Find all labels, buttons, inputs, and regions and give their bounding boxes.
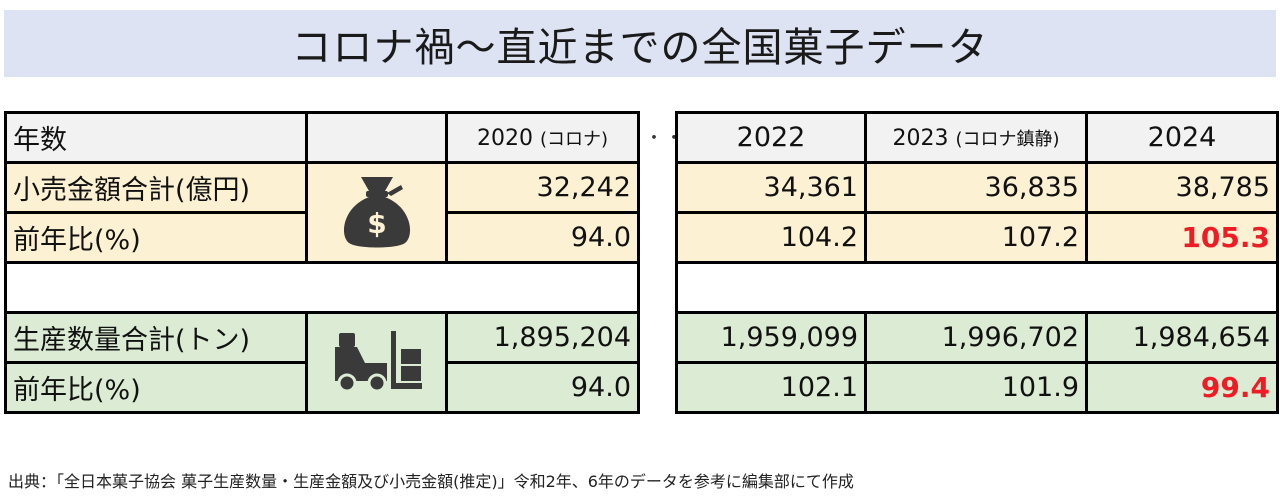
header-icon-column bbox=[305, 111, 448, 164]
volume-yoy-2023: 101.9 bbox=[864, 361, 1088, 414]
volume-yoy-row: 前年比(%) 94.0 bbox=[4, 361, 640, 414]
volume-yoy-row: 102.1 101.9 99.4 bbox=[675, 361, 1279, 414]
spacer-row bbox=[675, 261, 1279, 314]
volume-total-row: 生産数量合計(トン) 1,895,204 bbox=[4, 311, 640, 414]
sales-yoy-2024: 105.3 bbox=[1085, 211, 1279, 264]
sales-total-2020: 32,242 bbox=[445, 161, 640, 214]
header-row: 2022 2023 (コロナ鎮静) 2024 bbox=[675, 111, 1279, 164]
volume-total-label: 生産数量合計(トン) bbox=[4, 311, 308, 364]
volume-yoy-2020: 94.0 bbox=[445, 361, 640, 414]
forklift-icon-cell bbox=[305, 311, 448, 414]
header-year-2024: 2024 bbox=[1085, 111, 1279, 164]
sales-total-label: 小売金額合計(億円) bbox=[4, 161, 308, 214]
volume-total-2023: 1,996,702 bbox=[864, 311, 1088, 364]
money-bag-icon: $ bbox=[343, 176, 410, 247]
money-bag-icon-cell: $ bbox=[305, 161, 448, 264]
sales-yoy-row: 104.2 107.2 105.3 bbox=[675, 211, 1279, 264]
sales-yoy-2020: 94.0 bbox=[445, 211, 640, 264]
left-data-table: 年数 2020 (コロナ) 小売金額合計(億円) $ 32,242 前年比(%)… bbox=[4, 111, 640, 414]
sales-total-2023: 36,835 bbox=[864, 161, 1088, 214]
sales-yoy-label: 前年比(%) bbox=[4, 211, 308, 264]
sales-yoy-row: 前年比(%) 94.0 bbox=[4, 211, 640, 264]
year-2020-note: (コロナ) bbox=[539, 128, 609, 150]
title-banner: コロナ禍～直近までの全国菓子データ bbox=[4, 10, 1276, 77]
year-2023: 2023 bbox=[892, 125, 949, 151]
continuation-dots: ・・ bbox=[645, 128, 685, 149]
volume-total-2020: 1,895,204 bbox=[445, 311, 640, 364]
sales-total-row: 34,361 36,835 38,785 bbox=[675, 161, 1279, 214]
page-title: コロナ禍～直近までの全国菓子データ bbox=[291, 24, 989, 71]
year-2023-note: (コロナ鎮静) bbox=[955, 128, 1060, 150]
right-data-table: 2022 2023 (コロナ鎮静) 2024 34,361 36,835 38,… bbox=[675, 111, 1279, 414]
header-year-2020: 2020 (コロナ) bbox=[445, 111, 640, 164]
sales-yoy-2022: 104.2 bbox=[675, 211, 867, 264]
volume-yoy-label: 前年比(%) bbox=[4, 361, 308, 414]
header-year-2023: 2023 (コロナ鎮静) bbox=[864, 111, 1088, 164]
spacer-cell bbox=[675, 261, 1279, 314]
sales-total-2024: 38,785 bbox=[1085, 161, 1279, 214]
spacer-cell bbox=[4, 261, 640, 314]
sales-total-row: 小売金額合計(億円) $ 32,242 bbox=[4, 161, 640, 264]
year-2020: 2020 bbox=[476, 125, 533, 151]
header-row: 年数 2020 (コロナ) bbox=[4, 111, 640, 164]
source-note: 出典：「全日本菓子協会 菓子生産数量・生産金額及び小売金額(推定)」令和2年、6… bbox=[8, 472, 854, 491]
header-label: 年数 bbox=[4, 111, 308, 164]
forklift-icon bbox=[334, 330, 422, 392]
spacer-row bbox=[4, 261, 640, 314]
sales-total-2022: 34,361 bbox=[675, 161, 867, 214]
volume-total-row: 1,959,099 1,996,702 1,984,654 bbox=[675, 311, 1279, 364]
volume-yoy-2022: 102.1 bbox=[675, 361, 867, 414]
sales-yoy-2023: 107.2 bbox=[864, 211, 1088, 264]
volume-total-2022: 1,959,099 bbox=[675, 311, 867, 364]
svg-text:$: $ bbox=[367, 207, 386, 240]
volume-yoy-2024: 99.4 bbox=[1085, 361, 1279, 414]
volume-total-2024: 1,984,654 bbox=[1085, 311, 1279, 364]
header-year-2022: 2022 bbox=[675, 111, 867, 164]
